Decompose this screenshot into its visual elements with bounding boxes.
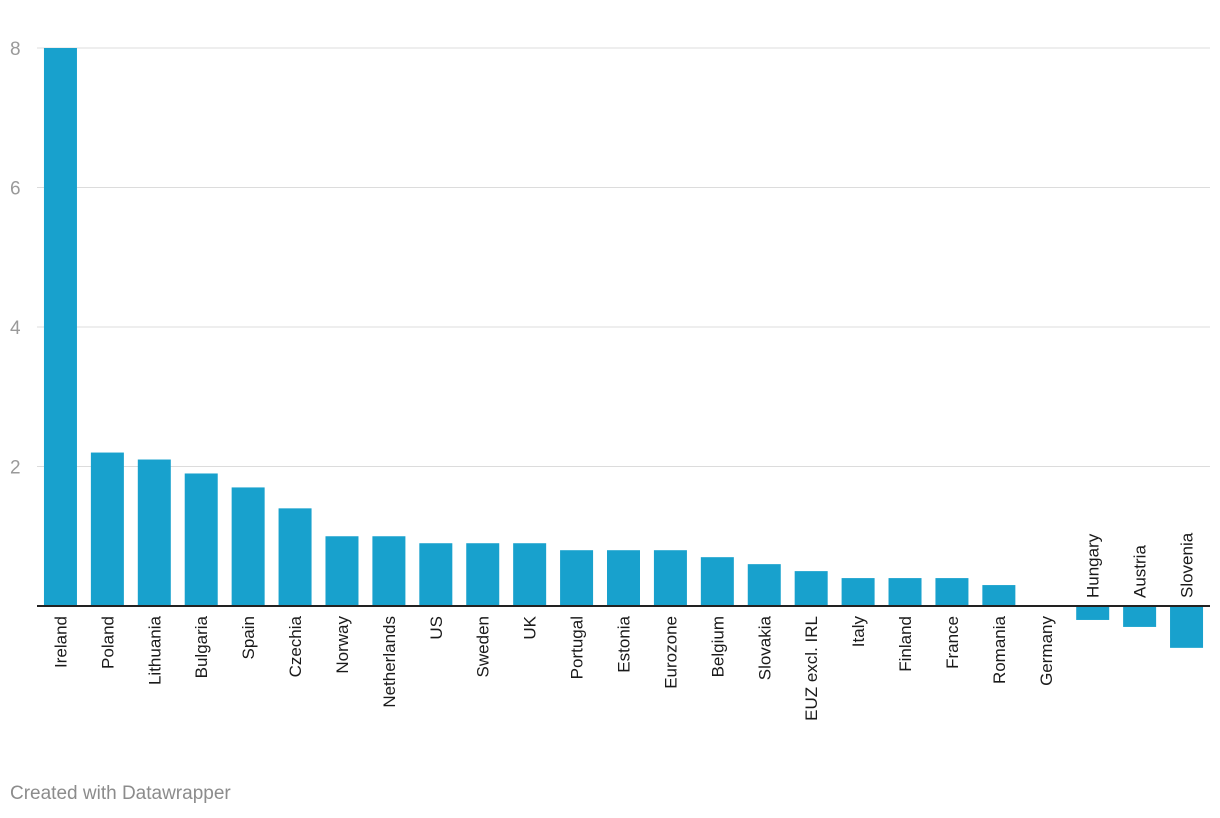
bar-netherlands [372,536,406,606]
bars [43,48,1204,648]
category-label-uk: UK [521,615,540,639]
bar-euz-excl-irl [794,571,828,606]
category-label-poland: Poland [98,616,117,669]
category-label-estonia: Estonia [615,615,634,672]
bar-spain [231,487,265,606]
bar-uk [513,543,547,606]
category-label-sweden: Sweden [474,616,493,677]
category-label-netherlands: Netherlands [380,616,399,708]
category-label-czechia: Czechia [286,615,305,677]
datawrapper-credit: Created with Datawrapper [10,783,231,804]
bar-poland [90,452,124,606]
gridlines [37,47,1210,467]
y-tick-label: 6 [10,179,21,200]
bar-belgium [700,557,734,606]
category-label-euz-excl-irl: EUZ excl. IRL [802,616,821,721]
category-labels: Ireland Poland Lithuania Bulgaria Spain Czech… [51,532,1196,721]
bar-romania [982,585,1016,606]
y-tick-label: 2 [10,458,21,479]
bar-czechia [278,508,312,606]
y-axis-ticks: 2 4 6 8 [10,39,21,479]
bar-eurozone [653,550,687,606]
category-label-finland: Finland [896,616,915,672]
bar-france [935,578,969,606]
bar-estonia [607,550,640,606]
bar-us [419,543,453,606]
bar-ireland [43,48,77,606]
bar-bulgaria [184,473,218,606]
category-label-spain: Spain [239,616,258,659]
category-label-norway: Norway [333,616,352,674]
category-label-germany: Germany [1037,616,1056,686]
bar-austria [1123,606,1157,627]
category-label-ireland: Ireland [51,616,70,668]
bar-norway [325,536,359,606]
category-label-hungary: Hungary [1084,533,1103,598]
category-label-austria: Austria [1131,545,1150,598]
category-label-bulgaria: Bulgaria [192,615,211,678]
category-label-eurozone: Eurozone [661,616,680,689]
bar-portugal [560,550,594,606]
bar-italy [841,578,875,606]
category-label-france: France [943,616,962,669]
category-label-lithuania: Lithuania [145,615,164,685]
category-label-belgium: Belgium [708,616,727,677]
bar-slovenia [1170,606,1204,648]
category-label-italy: Italy [849,616,868,648]
y-tick-label: 8 [10,39,21,60]
bar-hungary [1076,606,1110,620]
bar-finland [888,578,922,606]
bar-slovakia [747,564,781,606]
category-label-us: US [427,616,446,640]
category-label-romania: Romania [990,615,1009,684]
bar-sweden [466,543,500,606]
category-label-slovenia: Slovenia [1178,532,1197,598]
category-label-portugal: Portugal [568,616,587,679]
bar-lithuania [137,459,171,606]
y-tick-label: 4 [10,318,21,339]
category-label-slovakia: Slovakia [755,615,774,680]
